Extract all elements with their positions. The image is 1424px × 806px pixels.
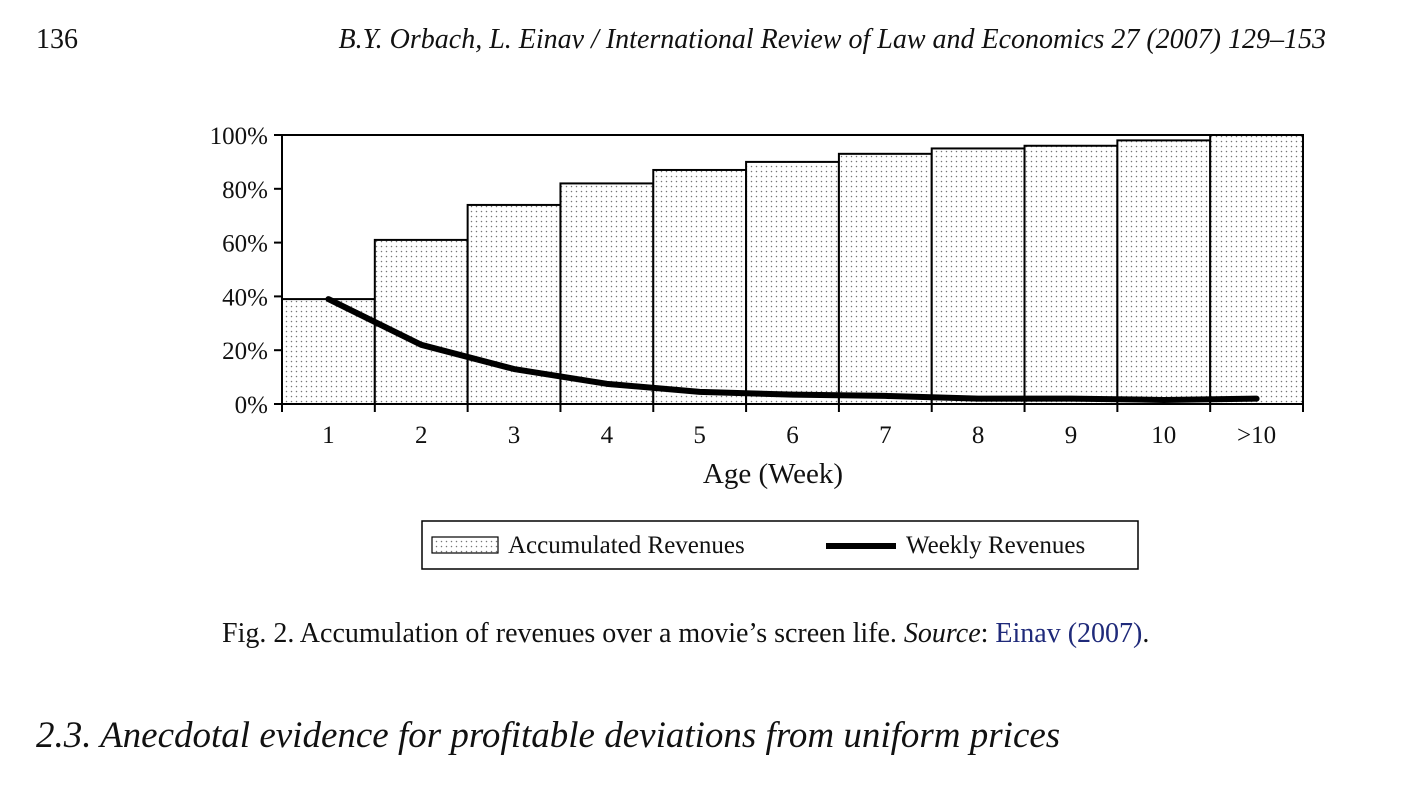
bar-accumulated-8: [930, 147, 1026, 406]
bar-accumulated-4: [559, 182, 655, 405]
legend-label-weekly: Weekly Revenues: [906, 532, 1085, 559]
x-tick-label: 2: [415, 422, 428, 449]
x-tick-label: >10: [1237, 422, 1276, 449]
bar-accumulated-2: [373, 238, 469, 405]
x-tick-label: 10: [1151, 422, 1176, 449]
caption-text: Fig. 2. Accumulation of revenues over a …: [222, 618, 904, 649]
y-tick-label: 60%: [222, 231, 268, 258]
x-tick-label: 5: [693, 422, 706, 449]
y-tick-label: 80%: [222, 177, 268, 204]
y-tick-label: 0%: [235, 392, 268, 419]
running-head: B.Y. Orbach, L. Einav / International Re…: [338, 24, 1326, 55]
bar-accumulated-10: [1116, 139, 1212, 405]
y-tick-label: 20%: [222, 338, 268, 365]
x-tick-label: 8: [972, 422, 985, 449]
x-tick-label: 9: [1065, 422, 1078, 449]
legend-box: [421, 520, 1139, 570]
legend-label-accumulated: Accumulated Revenues: [508, 532, 745, 559]
page-header: 136 B.Y. Orbach, L. Einav / Internationa…: [36, 24, 1326, 64]
bar-accumulated->10: [1209, 134, 1304, 405]
x-tick-label: 3: [508, 422, 521, 449]
x-tick-label: 6: [786, 422, 799, 449]
x-axis-label: Age (Week): [703, 458, 843, 490]
bar-accumulated-5: [652, 168, 748, 405]
x-tick-label: 7: [879, 422, 892, 449]
y-tick-label: 100%: [210, 123, 268, 150]
legend: Accumulated Revenues Weekly Revenues: [421, 520, 1139, 570]
x-tick-label: 1: [322, 422, 335, 449]
section-heading: 2.3. Anecdotal evidence for profitable d…: [36, 715, 1061, 756]
caption-end: .: [1142, 618, 1150, 649]
revenue-chart: 1 2 3 4 5 6 7 8 9 10 >10 0% 20% 40% 60% 80% 100% Age (We…: [210, 123, 1304, 570]
y-tick-label: 40%: [222, 284, 268, 311]
bar-accumulated-6: [745, 160, 840, 406]
weekly-revenues-line: [325, 296, 1260, 403]
legend-swatch-accumulated: [431, 536, 499, 554]
x-tick-label: 4: [601, 422, 614, 449]
figure-caption: Fig. 2. Accumulation of revenues over a …: [222, 618, 1149, 650]
caption-citation-link[interactable]: Einav (2007): [995, 618, 1143, 649]
bar-accumulated-7: [837, 152, 933, 405]
page-number: 136: [36, 24, 78, 55]
caption-source-label: Source: [903, 618, 981, 649]
caption-colon: :: [980, 618, 996, 649]
bar-accumulated-9: [1023, 144, 1119, 405]
